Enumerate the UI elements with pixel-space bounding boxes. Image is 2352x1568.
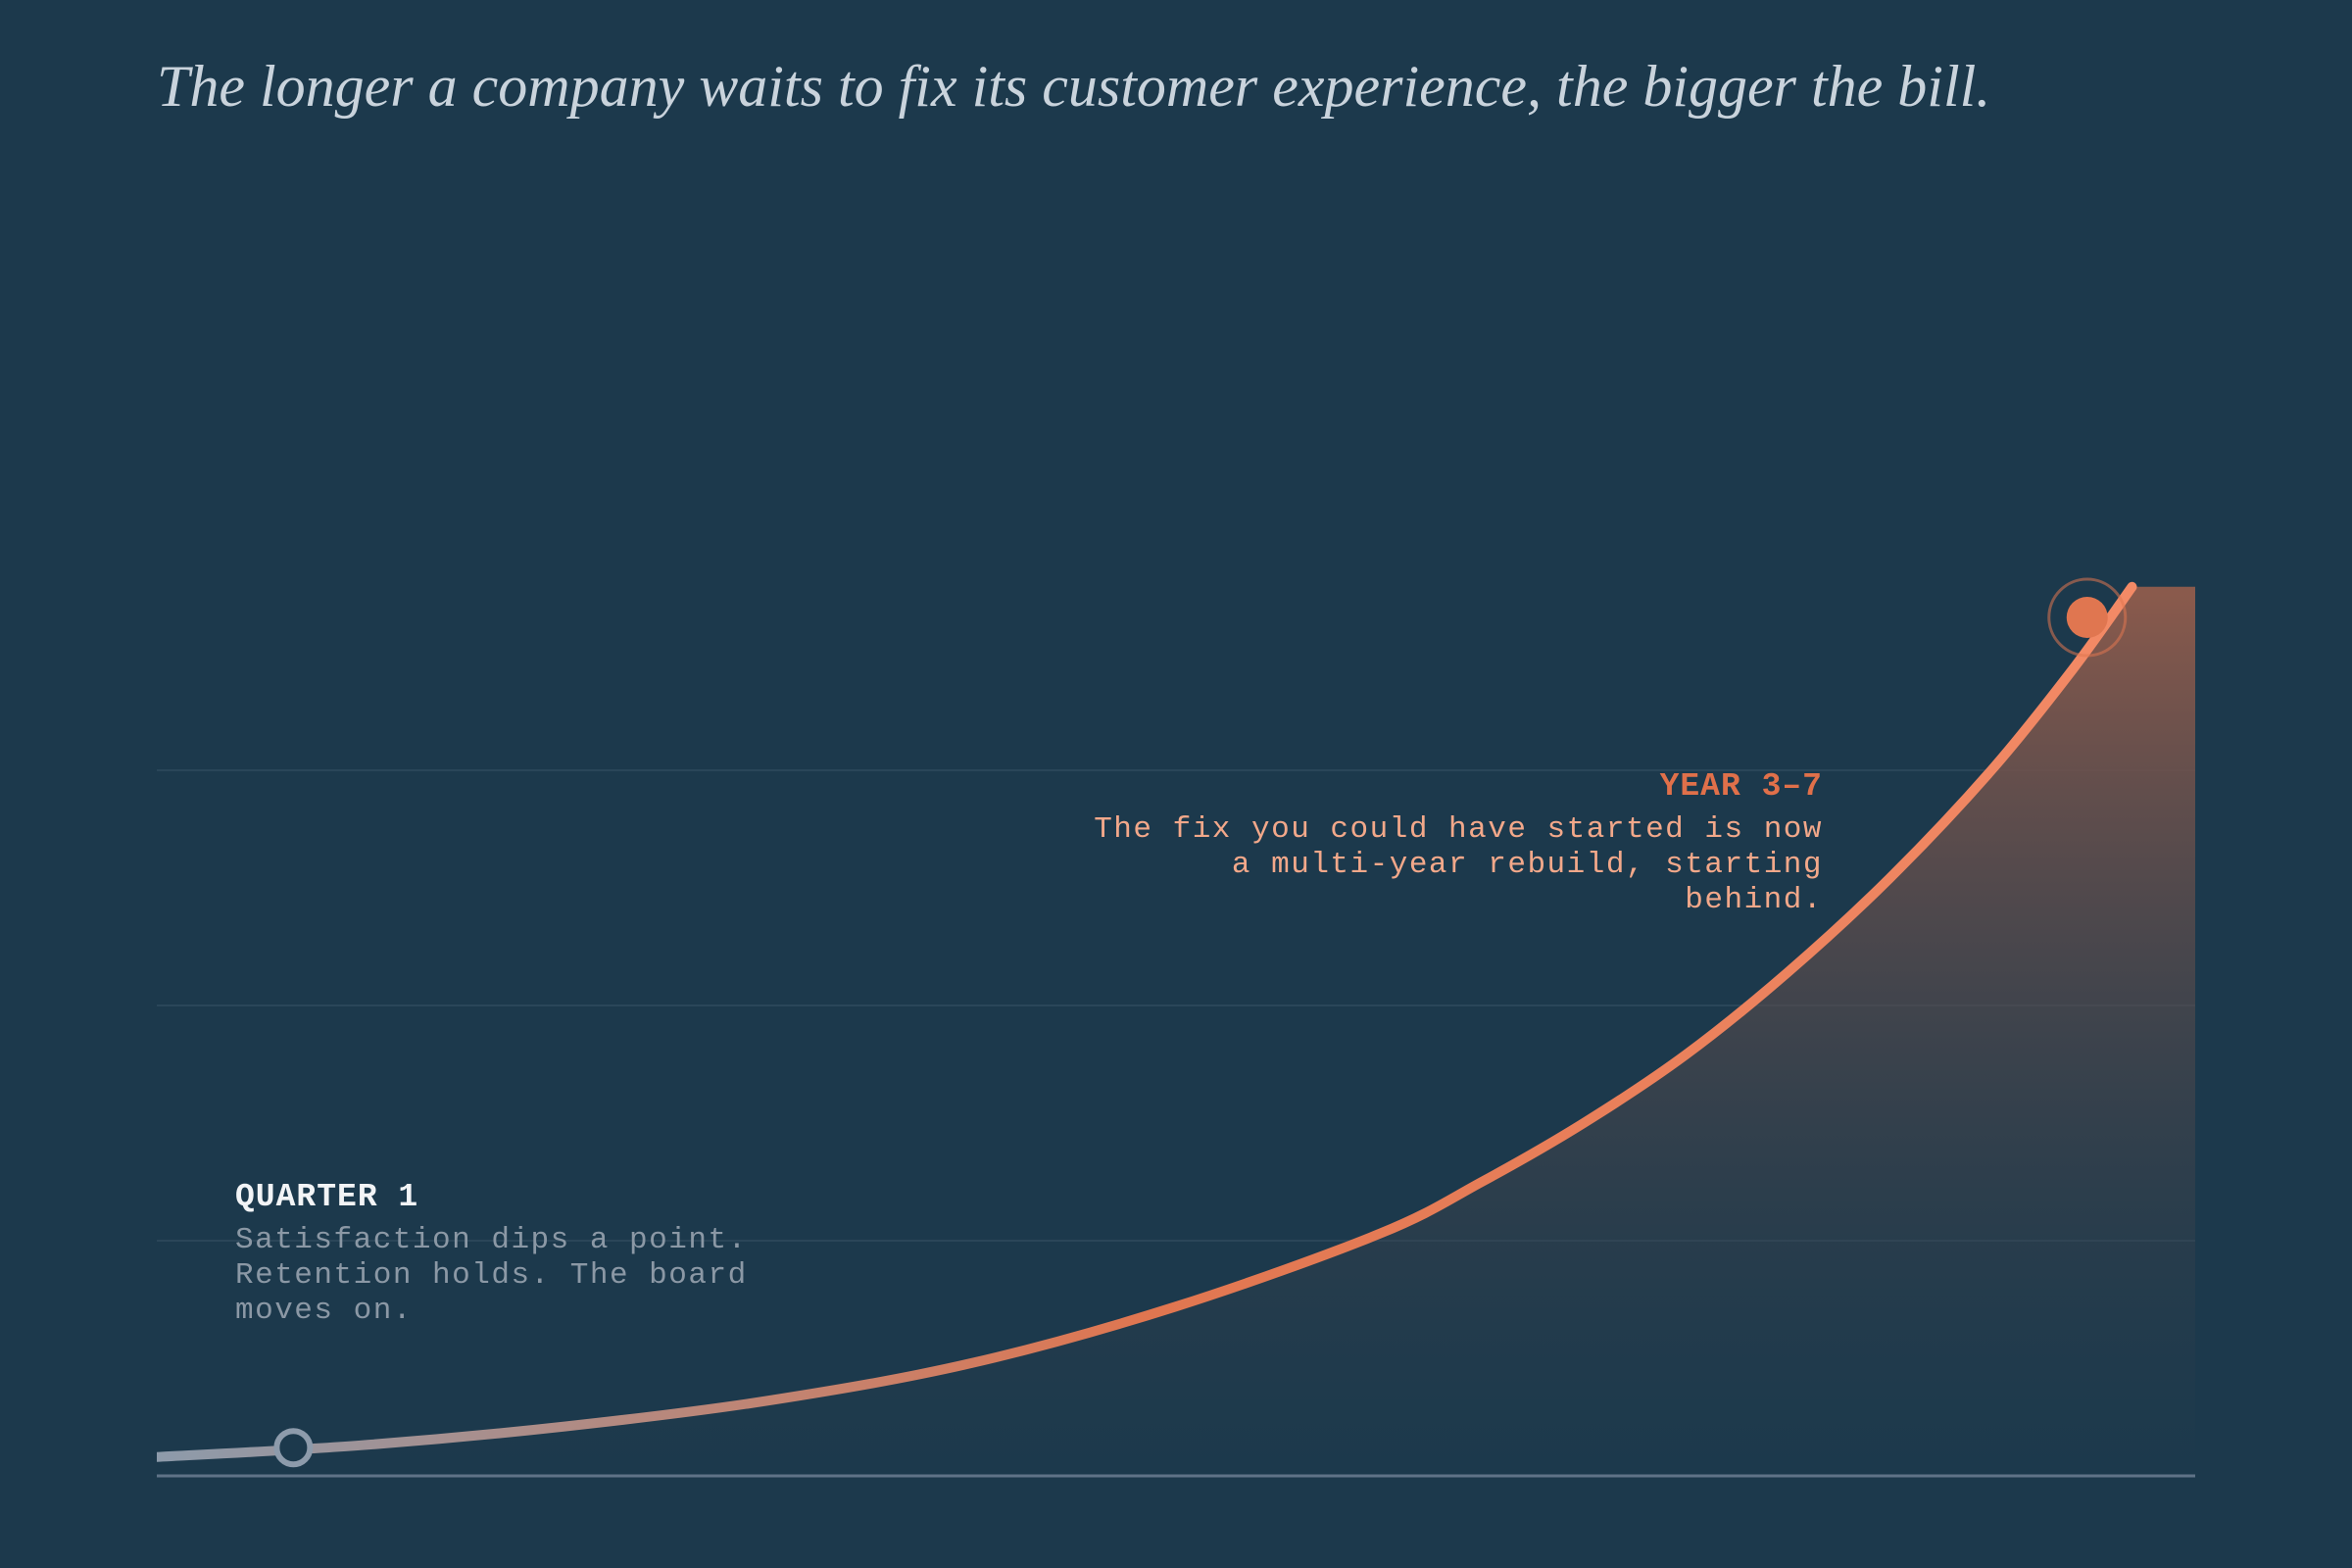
annotation-start-title: QUARTER 1 <box>235 1179 419 1215</box>
annotation-start: QUARTER 1 Satisfaction dips a point. Ret… <box>235 1178 784 1329</box>
annotation-end-title: YEAR 3–7 <box>1659 768 1823 805</box>
point-markers <box>273 577 2128 1468</box>
marker-end <box>2066 597 2108 638</box>
marker-start <box>273 1428 314 1468</box>
marker-end-ring <box>2047 577 2128 658</box>
annotation-end-body: The fix you could have started is now a … <box>1094 812 1823 917</box>
series-line <box>157 581 2137 1462</box>
annotation-start-body: Satisfaction dips a point. Retention hol… <box>235 1223 748 1328</box>
area-fill <box>157 586 2195 1476</box>
annotation-end: YEAR 3–7 The fix you could have started … <box>1088 767 1823 918</box>
chart-headline: The longer a company waits to fix its cu… <box>157 54 1991 119</box>
